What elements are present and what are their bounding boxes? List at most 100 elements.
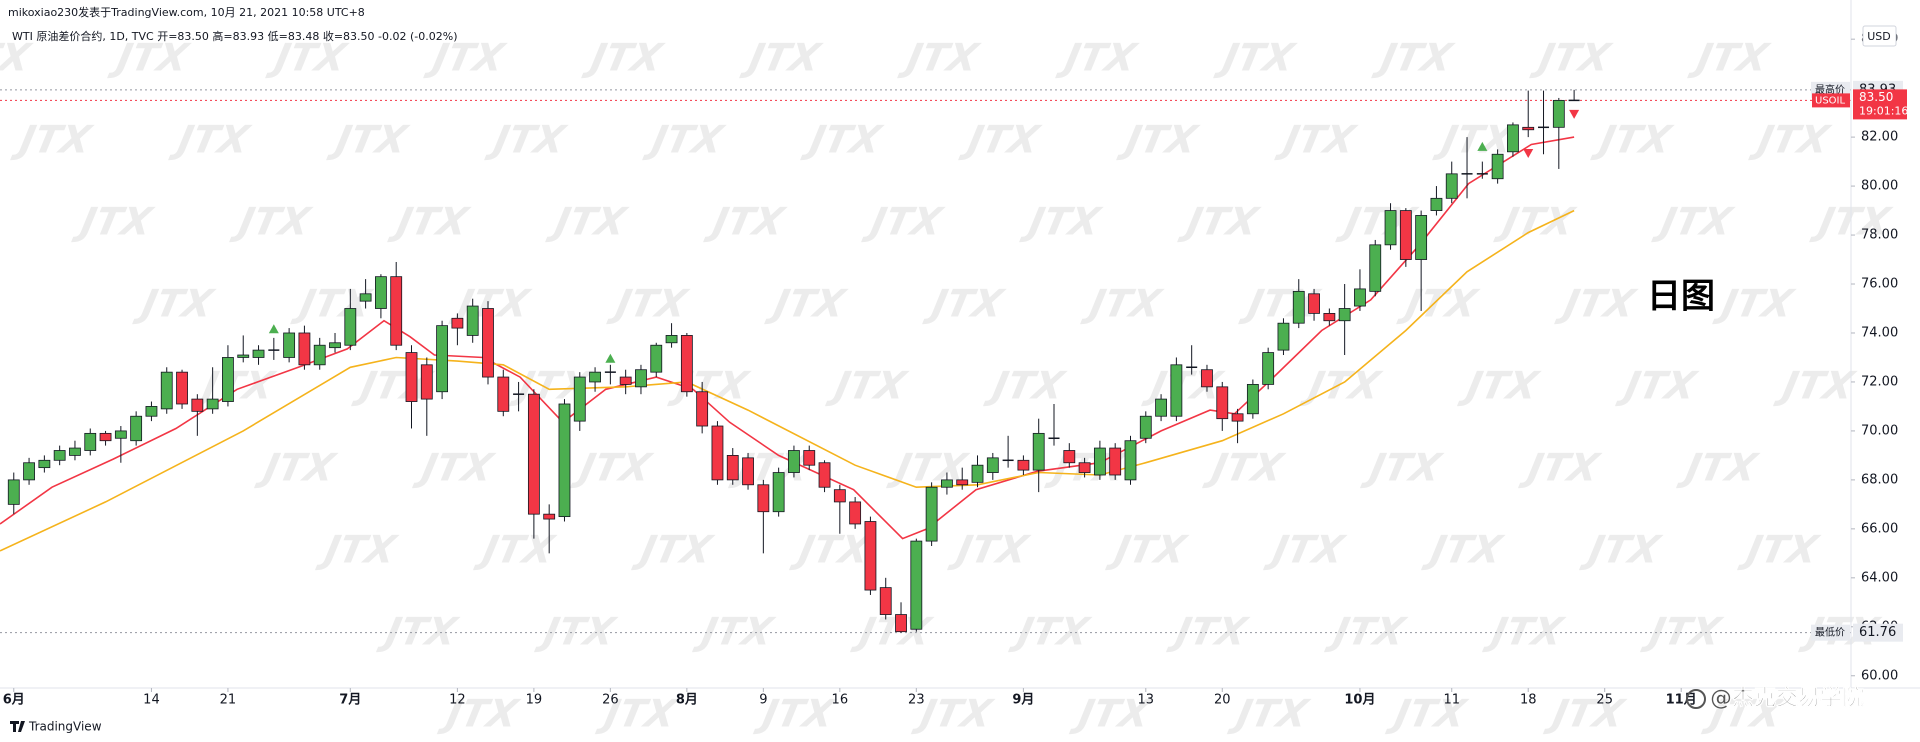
signal-marker	[1523, 149, 1534, 159]
watermark: JTX	[921, 282, 1009, 327]
candle-body	[665, 335, 678, 344]
candle-body	[1063, 450, 1076, 464]
watermark: JTX	[1639, 610, 1727, 655]
price-label-box	[1853, 623, 1903, 642]
candle-body	[818, 462, 831, 488]
candle-body	[527, 393, 540, 515]
candle-body	[375, 276, 387, 309]
candle-body	[1308, 293, 1320, 314]
candle-body	[1384, 210, 1397, 246]
candle-body	[879, 587, 892, 615]
candle-body	[1292, 290, 1305, 324]
candle-body	[513, 393, 525, 395]
candle-body	[711, 425, 724, 481]
candle-body	[1002, 459, 1014, 462]
candle-body	[1538, 126, 1550, 129]
watermark: JTX	[799, 118, 887, 163]
annotation: 日图	[1647, 277, 1715, 317]
watermark: JTX	[1068, 692, 1156, 737]
candle-body	[130, 415, 143, 442]
watermark: JTX	[702, 200, 790, 245]
candle-body	[69, 447, 81, 456]
watermark: JTX	[1772, 364, 1860, 409]
x-tick-label: 11月	[1666, 693, 1697, 708]
watermark: JTX	[752, 692, 840, 737]
watermark: JTX	[1578, 528, 1666, 573]
watermark: JTX	[1675, 446, 1763, 491]
candle-body	[1354, 288, 1366, 307]
plot	[0, 89, 1851, 634]
candle-body	[176, 371, 188, 405]
candle-body	[788, 450, 800, 473]
x-tick-label: 14	[143, 693, 160, 708]
x-tick-label: 25	[1596, 693, 1613, 708]
watermark: JTX	[1614, 364, 1702, 409]
watermark: JTX	[1323, 610, 1411, 655]
candle-body	[1139, 415, 1152, 439]
watermark: JTX	[1115, 118, 1203, 163]
watermark: JTX	[1104, 528, 1192, 573]
y-tick-label: 70.00	[1861, 423, 1898, 438]
candle-body	[925, 486, 938, 542]
candle-body	[268, 349, 280, 351]
candle-body	[1078, 462, 1091, 473]
watermark: JTX	[314, 528, 402, 573]
signal-marker	[605, 353, 616, 363]
watermark: JTX	[1054, 36, 1142, 81]
watermark: JTX	[1542, 692, 1630, 737]
candle-body	[589, 371, 601, 383]
watermark: JTX	[1140, 364, 1228, 409]
watermark: JTX	[1517, 446, 1605, 491]
candle-body	[191, 398, 204, 412]
candle-body	[1552, 99, 1565, 128]
candle-body	[206, 398, 219, 410]
candle-body	[497, 376, 510, 412]
credit-icon	[1686, 689, 1706, 709]
watermark: JTX	[1226, 692, 1314, 737]
candle-body	[742, 457, 754, 486]
watermark: JTX	[1528, 36, 1616, 81]
candle-body	[359, 293, 372, 302]
y-tick-label: 66.00	[1861, 521, 1898, 536]
y-tick-label: 72.00	[1861, 374, 1898, 389]
candle-body	[482, 308, 494, 378]
watermark: JTX	[666, 364, 754, 409]
watermark: JTX	[910, 692, 998, 737]
watermark: JTX	[1808, 200, 1896, 245]
candle-body	[329, 342, 341, 349]
watermark: JTX	[824, 364, 912, 409]
y-tick-label: 68.00	[1861, 472, 1898, 487]
candle-body	[1369, 244, 1382, 292]
candle-body	[1568, 99, 1580, 102]
watermark: JTX	[727, 446, 815, 491]
watermark: JTX	[375, 610, 463, 655]
y-tick-label: 74.00	[1861, 325, 1898, 340]
watermark: JTX	[289, 282, 377, 327]
candle-body	[1415, 215, 1428, 260]
tv-logo	[10, 721, 25, 732]
watermark: JTX	[1456, 364, 1544, 409]
candle-body	[436, 325, 449, 393]
watermark: JTX	[1420, 528, 1508, 573]
footer-brand: TradingView	[28, 720, 102, 734]
watermark: JTX	[1176, 200, 1264, 245]
signal-marker	[1477, 141, 1488, 151]
watermark: JTX	[605, 282, 693, 327]
price-name: 最高价	[1815, 83, 1845, 96]
watermark: JTX	[1079, 282, 1167, 327]
signal-marker	[1569, 109, 1580, 119]
watermark: JTX	[1553, 282, 1641, 327]
y-tick-label: 64.00	[1861, 570, 1898, 585]
credit: @杰克交易学院	[1710, 685, 1864, 711]
x-tick-label: 13	[1138, 693, 1155, 708]
candle-body	[1201, 369, 1213, 388]
watermark: JTX	[1589, 118, 1677, 163]
watermark: JTX	[788, 528, 876, 573]
candle-body	[1507, 124, 1519, 153]
moving-average	[0, 209, 1575, 552]
x-tick-label: 16	[832, 693, 849, 708]
candle-body	[696, 391, 709, 427]
watermark: JTX	[982, 364, 1070, 409]
